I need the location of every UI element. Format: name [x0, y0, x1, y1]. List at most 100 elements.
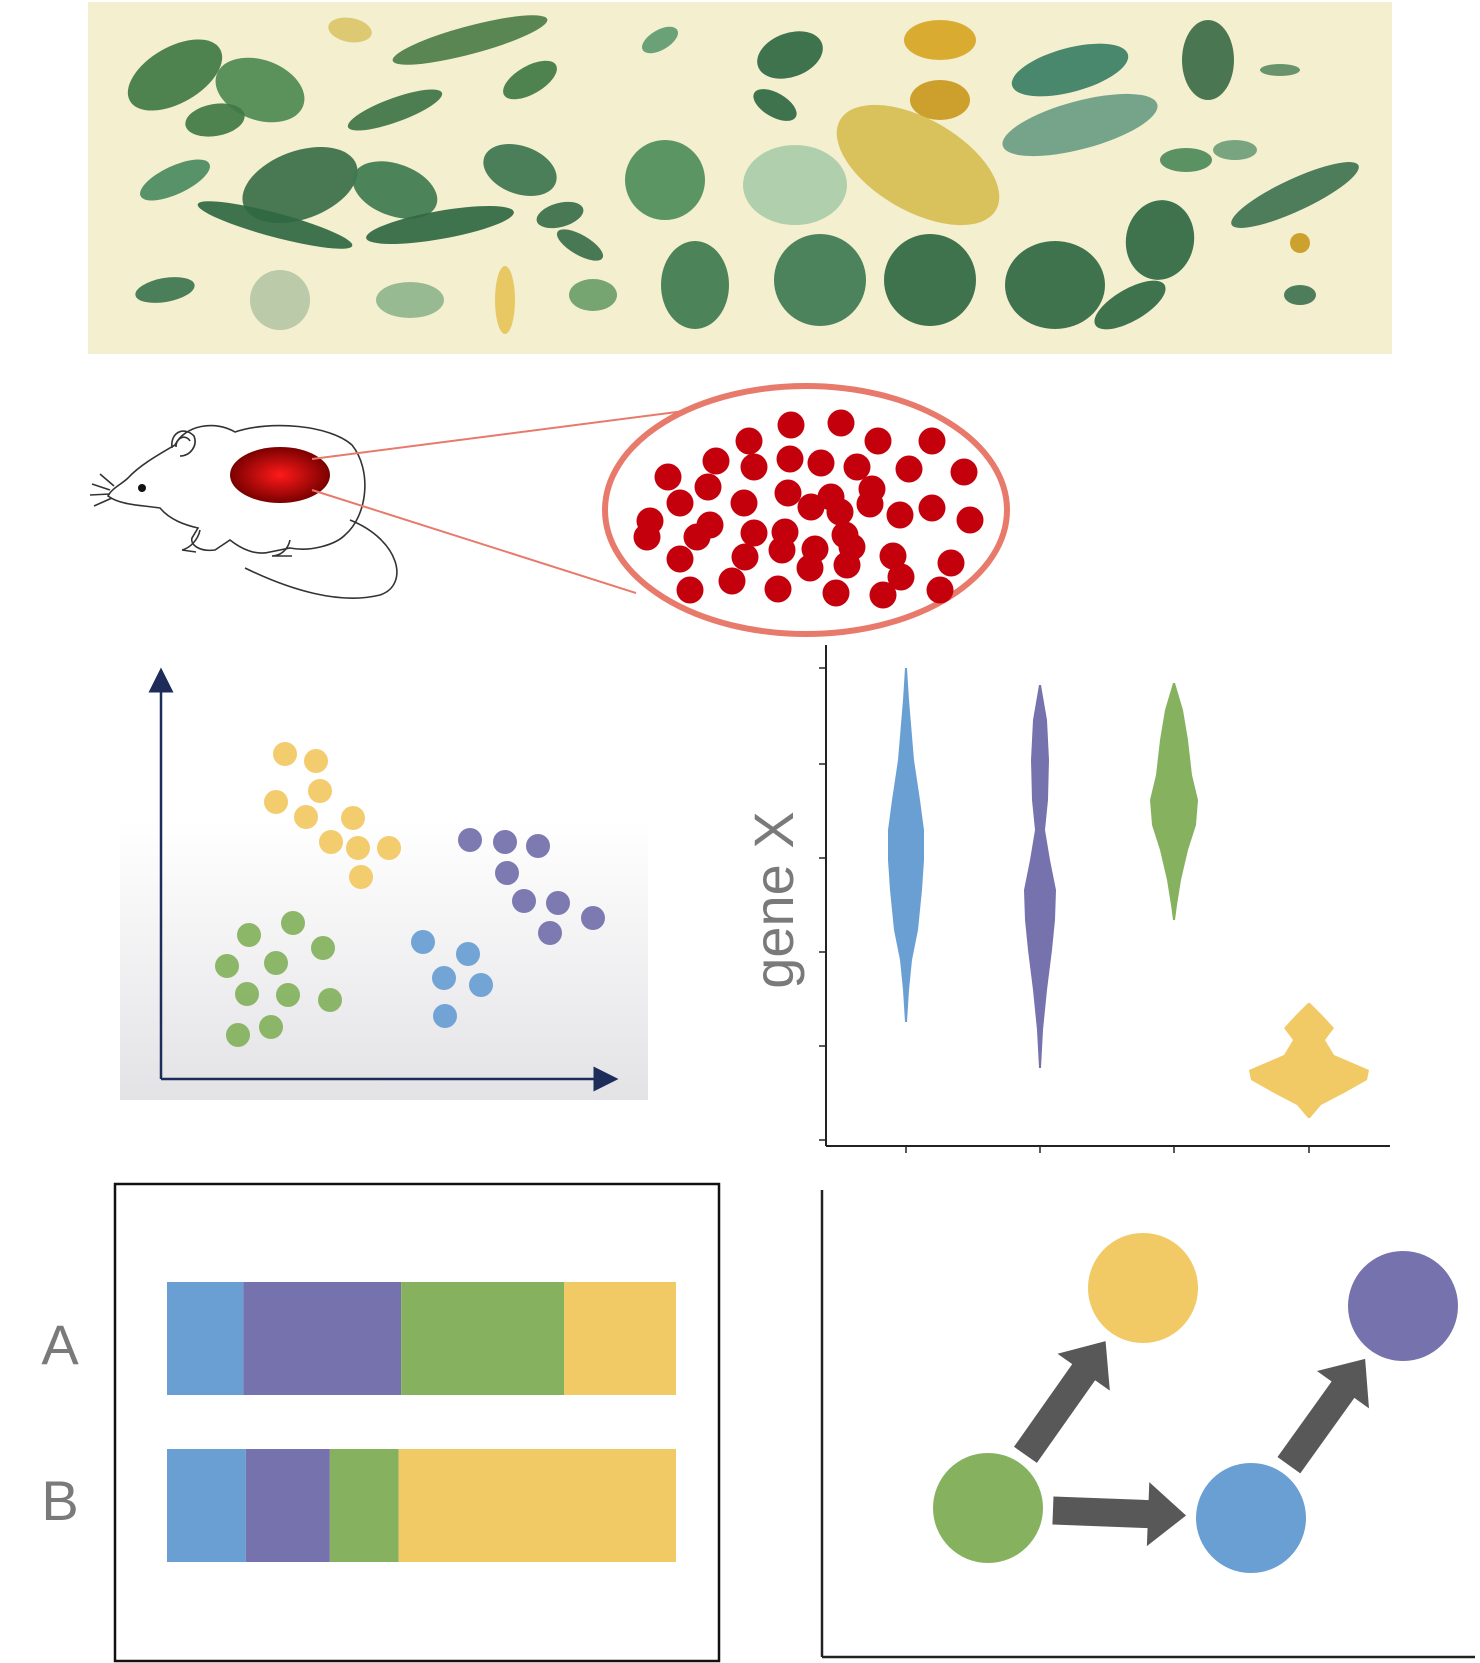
bar-label-b: B: [41, 1469, 78, 1532]
zoom-line-bottom: [311, 489, 637, 594]
cell-dot: [833, 551, 861, 579]
scatter-point: [433, 1004, 457, 1028]
scatter-point: [349, 865, 373, 889]
leaf-icon: [242, 147, 358, 223]
scatter-point: [259, 1015, 283, 1039]
bar-a-segment-blue: [167, 1282, 244, 1395]
cell-dot: [718, 567, 746, 595]
arrow-green-to-yellow: [1013, 1341, 1110, 1463]
cell-dot: [826, 498, 854, 526]
cell-dot: [869, 581, 897, 609]
leaf-icon: [197, 201, 353, 249]
cell-dot: [774, 479, 802, 507]
leaf-icon: [127, 39, 223, 111]
zoom-line-top: [311, 407, 709, 460]
cell-dot: [807, 449, 835, 477]
leaf-icon: [135, 277, 195, 303]
leaf-icon: [884, 234, 976, 326]
cell-dot: [740, 453, 768, 481]
scatter-point: [581, 906, 605, 930]
scatter-point: [512, 889, 536, 913]
leaf-icon: [347, 89, 443, 131]
leaf-icon: [1002, 93, 1158, 157]
leaf-icon: [1005, 241, 1105, 329]
scatter-point: [411, 930, 435, 954]
scatter-background: [120, 820, 648, 1100]
scatter-point: [458, 828, 482, 852]
leaf-icon: [1290, 233, 1310, 253]
cell-dot: [937, 549, 965, 577]
leaf-icon: [753, 89, 797, 121]
leaf-icon: [366, 206, 514, 244]
scatter-point: [546, 891, 570, 915]
scatter-point: [273, 742, 297, 766]
leaf-icon: [215, 57, 305, 123]
leaf-icon: [495, 266, 515, 334]
node-purple: [1348, 1251, 1458, 1361]
scatter-point: [276, 983, 300, 1007]
cell-dot: [676, 576, 704, 604]
scatter-point: [308, 779, 332, 803]
leaf-icon: [352, 161, 438, 219]
scatter-point: [319, 830, 343, 854]
cell-dot: [666, 545, 694, 573]
leaf-icon: [1260, 64, 1300, 76]
scatter-point: [346, 836, 370, 860]
bar-b-segment-yellow: [398, 1449, 676, 1562]
cell-dot: [864, 427, 892, 455]
cell-dot: [918, 427, 946, 455]
scatter-point: [311, 936, 335, 960]
violin-green: [1150, 683, 1198, 920]
bar-label-a: A: [41, 1313, 79, 1376]
violin-blue: [888, 668, 924, 1022]
scatter-point: [456, 942, 480, 966]
leaf-icon: [836, 104, 1000, 226]
leaf-icon: [1160, 148, 1212, 172]
cell-dot: [950, 458, 978, 486]
scatter-point: [469, 973, 493, 997]
scatter-point: [377, 836, 401, 860]
cell-dot: [776, 445, 804, 473]
botanical-banner: [88, 2, 1392, 354]
violin-yellow: [1249, 1003, 1369, 1118]
scatter-point: [304, 749, 328, 773]
cell-dot: [702, 447, 730, 475]
cell-dot: [683, 523, 711, 551]
leaves-illustration-icon: [127, 15, 1359, 334]
cell-dot: [797, 493, 825, 521]
leaf-icon: [774, 234, 866, 326]
organ-highlight-icon: [230, 447, 330, 503]
cell-dot: [822, 579, 850, 607]
cell-dot: [731, 543, 759, 571]
composition-bars: A B: [41, 1182, 721, 1663]
leaf-icon: [904, 20, 976, 60]
scatter-point: [264, 951, 288, 975]
scatter-point: [341, 806, 365, 830]
cell-dot: [654, 463, 682, 491]
leaf-icon: [140, 159, 210, 201]
leaf-icon: [556, 229, 604, 261]
leaf-icon: [661, 241, 729, 329]
cell-dot: [956, 506, 984, 534]
cell-dot: [879, 542, 907, 570]
leaf-icon: [743, 145, 847, 225]
cell-dot: [764, 575, 792, 603]
embedding-scatter: [120, 667, 648, 1100]
scatter-point: [281, 911, 305, 935]
violin-y-label: gene X: [742, 811, 805, 989]
leaf-icon: [1094, 280, 1166, 330]
mouse-drawing-icon: [89, 424, 398, 599]
cell-dot: [887, 563, 915, 591]
cell-dot: [730, 489, 758, 517]
scatter-point: [215, 954, 239, 978]
cell-dot: [843, 453, 871, 481]
leaf-icon: [1231, 162, 1359, 228]
node-blue: [1196, 1463, 1306, 1573]
cell-dot: [694, 473, 722, 501]
leaf-icon: [392, 15, 548, 65]
cell-dot: [740, 519, 768, 547]
scatter-point: [294, 805, 318, 829]
scatter-point: [493, 830, 517, 854]
leaf-icon: [1182, 20, 1234, 100]
